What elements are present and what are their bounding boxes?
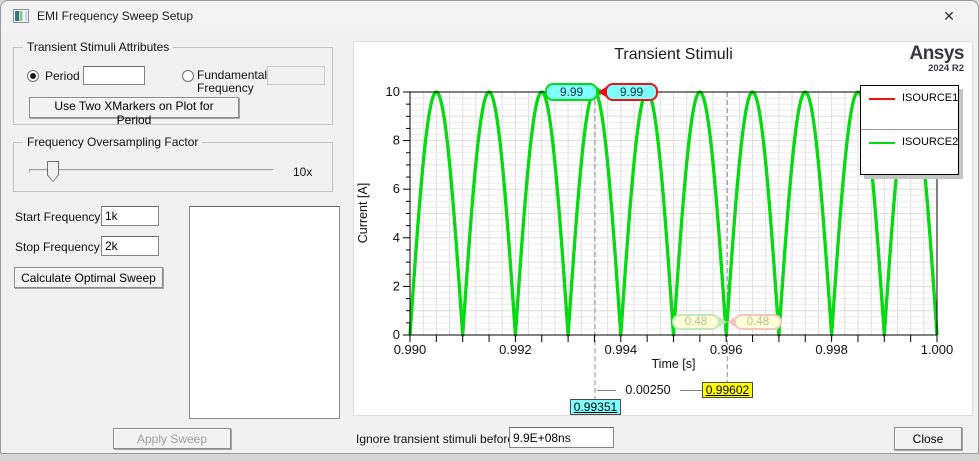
marker-tail: [727, 317, 735, 327]
use-two-xmarkers-button[interactable]: Use Two XMarkers on Plot for Period: [29, 97, 239, 127]
marker-tail: [598, 87, 606, 97]
legend-entry-isource1: ISOURCE1: [861, 89, 958, 109]
x-marker-2-box[interactable]: 0.99602: [702, 382, 753, 398]
y-tick-label: 6: [393, 181, 400, 196]
app-icon: [13, 9, 29, 23]
period-radio[interactable]: [27, 70, 39, 82]
period-input[interactable]: [83, 66, 145, 85]
marker-tail: [719, 317, 727, 327]
x-tick-label: 1.000: [921, 342, 954, 357]
legend-label-isource2: ISOURCE2: [902, 136, 959, 148]
sweep-results-listbox[interactable]: [189, 206, 340, 419]
x-tick-label: 0.992: [499, 342, 532, 357]
ansys-logo: Ansys 2024 R2: [909, 44, 964, 74]
oversampling-group: Frequency Oversampling Factor: [13, 135, 333, 192]
x-marker-1-box[interactable]: 0.99351: [570, 399, 621, 415]
plot-legend[interactable]: ISOURCE1 ISOURCE2: [860, 85, 959, 175]
ansys-logo-release: 2024 R2: [928, 63, 964, 74]
y-tick-label: 0: [393, 327, 400, 342]
oversampling-value-label: 10x: [293, 165, 313, 179]
window-title: EMI Frequency Sweep Setup: [37, 9, 194, 23]
start-frequency-input[interactable]: [101, 206, 159, 226]
delta-connector-right: [680, 390, 702, 391]
fundamental-frequency-radio[interactable]: [182, 70, 194, 82]
stimuli-attributes-group: Transient Stimuli Attributes: [13, 40, 333, 125]
y-marker-isource1-low[interactable]: 0.48: [727, 314, 782, 330]
title-bar: EMI Frequency Sweep Setup ✕: [1, 1, 978, 31]
x-tick-label: 0.994: [605, 342, 638, 357]
oversampling-slider-track[interactable]: [29, 169, 274, 173]
y-axis-label: Current [A]: [356, 182, 370, 244]
y-marker-value: 9.99: [559, 85, 584, 99]
legend-line-sample-isource2: [869, 142, 895, 144]
y-tick-label: 4: [393, 230, 400, 245]
apply-sweep-button[interactable]: Apply Sweep: [113, 428, 231, 449]
plot-canvas: 0.990 0.992 0.994 0.996 0.998 1.000 0 2 4 6 8 10: [386, 84, 954, 399]
y-marker-value: 0.48: [746, 316, 770, 328]
fundamental-frequency-label: Fundamental Frequency: [197, 68, 268, 95]
plot-panel: 0.990 0.992 0.994 0.996 0.998 1.000 0 2 4 6 8 10 Tr…: [353, 41, 973, 416]
legend-label-isource1: ISOURCE1: [902, 92, 959, 104]
legend-divider: [861, 129, 958, 130]
calculate-optimal-sweep-button[interactable]: Calculate Optimal Sweep: [14, 267, 163, 288]
legend-line-sample-isource1: [869, 98, 895, 100]
x-tick-label: 0.998: [815, 342, 848, 357]
legend-entry-isource2: ISOURCE2: [861, 133, 958, 153]
oversampling-group-title: Frequency Oversampling Factor: [23, 135, 203, 149]
plot-title: Transient Stimuli: [614, 46, 733, 63]
window-close-button[interactable]: ✕: [943, 8, 955, 24]
y-marker-isource2-low[interactable]: 0.48: [672, 314, 727, 330]
slider-thumb-face: [48, 162, 58, 181]
y-tick-label: 10: [386, 84, 400, 99]
y-tick-label: 2: [393, 278, 400, 293]
stimuli-group-title: Transient Stimuli Attributes: [23, 40, 174, 54]
delta-connector-left: [597, 390, 616, 391]
y-marker-value: 9.99: [619, 85, 644, 99]
y-marker-isource1-peak[interactable]: 9.99: [598, 83, 658, 101]
x-tick-label: 0.996: [710, 342, 743, 357]
period-label: Period: [45, 69, 80, 83]
x-axis-label: Time [s]: [651, 357, 696, 371]
x-tick-label: 0.990: [394, 342, 427, 357]
y-marker-isource2-peak[interactable]: 9.99: [545, 83, 605, 101]
close-button[interactable]: Close: [894, 427, 962, 450]
ansys-logo-name: Ansys: [909, 43, 964, 64]
fundamental-frequency-input[interactable]: [267, 66, 325, 85]
oversampling-slider-thumb[interactable]: [47, 161, 59, 182]
x-marker-delta-value: 0.00250: [625, 383, 671, 397]
y-marker-value: 0.48: [684, 316, 708, 328]
start-frequency-label: Start Frequency:: [15, 210, 104, 224]
y-tick-label: 8: [393, 133, 400, 148]
stop-frequency-label: Stop Frequency:: [15, 240, 104, 254]
ignore-transient-input[interactable]: [509, 427, 614, 448]
stop-frequency-input[interactable]: [101, 236, 159, 256]
ignore-transient-label: Ignore transient stimuli before: [356, 432, 515, 446]
